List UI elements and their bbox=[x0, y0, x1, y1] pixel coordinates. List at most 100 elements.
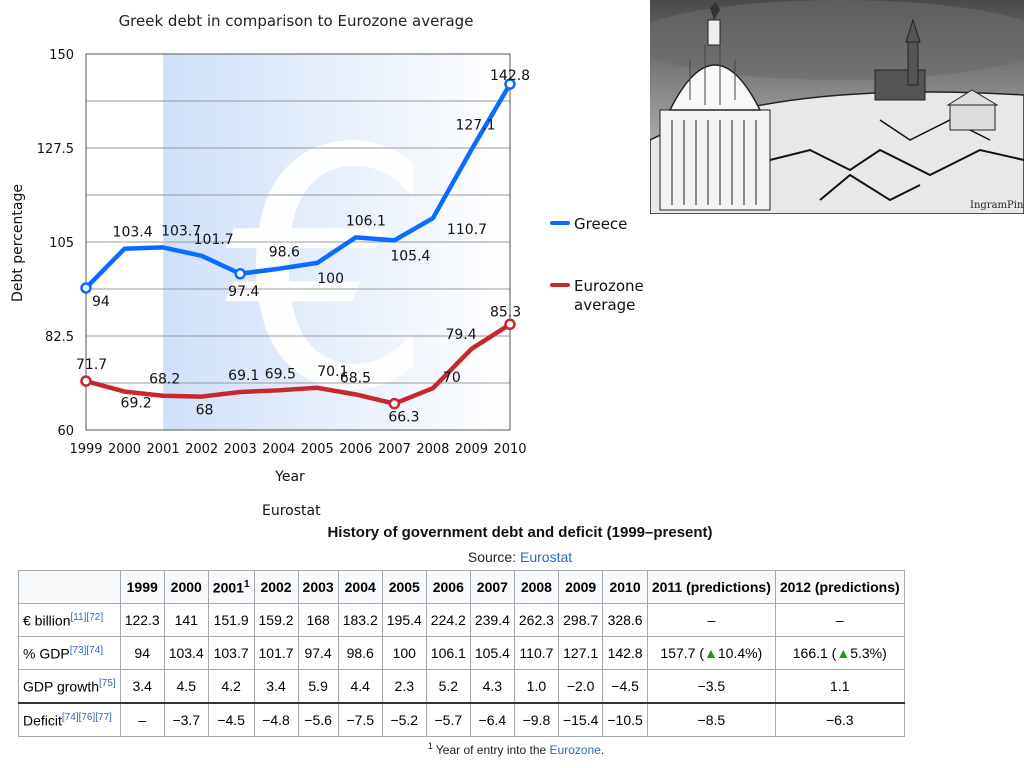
x-axis-label: Year bbox=[274, 469, 305, 485]
x-tick-label: 1999 bbox=[69, 442, 102, 457]
prediction-cell: −8.5 bbox=[646, 702, 776, 737]
data-label: 106.1 bbox=[346, 213, 386, 229]
prediction-cell: 1.1 bbox=[774, 669, 905, 704]
table-header-cell: 2011 (predictions) bbox=[646, 570, 776, 604]
data-label: 68 bbox=[196, 403, 214, 419]
eurozone-link[interactable]: Eurozone bbox=[549, 743, 601, 757]
table-cell: −3.7 bbox=[163, 702, 209, 737]
small-building-icon bbox=[946, 89, 999, 131]
prediction-cell: −6.3 bbox=[774, 702, 905, 737]
table-cell: 105.4 bbox=[469, 636, 515, 670]
data-label: 103.7 bbox=[161, 223, 201, 239]
legend-label: Eurozone bbox=[574, 277, 644, 295]
y-tick-label: 60 bbox=[57, 424, 74, 439]
table-header-cell: 1999 bbox=[119, 570, 165, 604]
x-tick-label: 2006 bbox=[339, 442, 372, 457]
y-tick-label: 127.5 bbox=[37, 142, 74, 157]
parliament-tower-icon bbox=[874, 18, 926, 101]
table-cell: 2.3 bbox=[381, 669, 427, 704]
eurostat-link[interactable]: Eurostat bbox=[520, 549, 573, 565]
x-tick-label: 2009 bbox=[455, 442, 488, 457]
data-label: 94 bbox=[92, 294, 110, 310]
prediction-cell: – bbox=[774, 603, 905, 637]
table-cell: 110.7 bbox=[513, 636, 559, 670]
table-cell: 4.5 bbox=[163, 669, 209, 704]
reference-link[interactable]: [75] bbox=[99, 677, 116, 689]
table-cell: −4.5 bbox=[207, 702, 255, 737]
table-header-cell: 2010 bbox=[602, 570, 648, 604]
table-header-cell: 2003 bbox=[297, 570, 339, 604]
table-cell: 98.6 bbox=[337, 636, 383, 670]
debt-deficit-table: 1999 2000 20011 2002 2003 2004 2005 2006 2007 200… bbox=[18, 570, 905, 737]
table-header-cell: 2007 bbox=[469, 570, 515, 604]
table-header-cell: 2000 bbox=[163, 570, 209, 604]
x-tick-label: 2003 bbox=[224, 442, 257, 457]
table-row: % GDP[73][74] 94 103.4 103.7 101.7 97.4 98.6 10… bbox=[18, 636, 905, 670]
legend-label: average bbox=[574, 296, 635, 314]
data-label: 69.2 bbox=[121, 396, 152, 412]
chart-source-note: Eurostat bbox=[262, 503, 321, 519]
x-tick-label: 2000 bbox=[108, 442, 141, 457]
y-tick-label: 82.5 bbox=[45, 330, 74, 345]
x-tick-label: 2010 bbox=[493, 442, 526, 457]
increase-arrow-icon: ▲ bbox=[836, 645, 851, 661]
table-cell: 5.2 bbox=[425, 669, 471, 704]
series-line-1 bbox=[83, 322, 513, 406]
table-cell: 262.3 bbox=[513, 603, 559, 637]
table-cell: −2.0 bbox=[557, 669, 604, 704]
table-header-cell: 2008 bbox=[513, 570, 559, 604]
data-label: 68.2 bbox=[149, 372, 180, 388]
data-label: 110.7 bbox=[447, 222, 487, 238]
data-label: 69.1 bbox=[228, 368, 259, 384]
table-cell: −15.4 bbox=[557, 702, 604, 737]
table-cell: 142.8 bbox=[602, 636, 648, 670]
data-label: 85.3 bbox=[490, 304, 521, 320]
reference-link[interactable]: [73][74] bbox=[69, 644, 104, 656]
table-cell: 101.7 bbox=[253, 636, 299, 670]
reference-link[interactable]: [74][76][77] bbox=[61, 711, 112, 723]
y-tick-label: 150 bbox=[49, 48, 74, 63]
data-label: 68.5 bbox=[340, 370, 371, 386]
capitol-building-icon bbox=[659, 2, 771, 211]
table-header-cell: 2004 bbox=[337, 570, 383, 604]
table-cell: −5.6 bbox=[297, 702, 339, 737]
table-cell: 151.9 bbox=[207, 603, 255, 637]
data-label: 97.4 bbox=[228, 284, 259, 300]
series-line-0 bbox=[83, 81, 513, 291]
table-cell: 141 bbox=[163, 603, 209, 637]
table-row: € billion[11][72] 122.3 141 151.9 159.2 168 18… bbox=[18, 603, 905, 637]
y-axis-label: Debt percentage bbox=[10, 184, 26, 302]
table-cell: 94 bbox=[119, 636, 165, 670]
table-header-cell: 2006 bbox=[425, 570, 471, 604]
data-label: 101.7 bbox=[194, 232, 234, 248]
data-label: 79.4 bbox=[445, 327, 476, 343]
table-cell: 3.4 bbox=[253, 669, 299, 704]
table-cell: −6.4 bbox=[469, 702, 515, 737]
table-cell: −4.5 bbox=[602, 669, 648, 704]
x-tick-label: 2005 bbox=[301, 442, 334, 457]
x-tick-label: 2007 bbox=[378, 442, 411, 457]
x-tick-label: 2001 bbox=[147, 442, 180, 457]
chart-title: Greek debt in comparison to Eurozone ave… bbox=[119, 12, 474, 30]
data-label: 142.8 bbox=[490, 68, 530, 84]
table-cell: 224.2 bbox=[425, 603, 471, 637]
table-header-cell: 2012 (predictions) bbox=[774, 570, 905, 604]
plot-frame bbox=[85, 53, 511, 431]
series-point bbox=[234, 268, 246, 280]
table-cell: −5.2 bbox=[381, 702, 427, 737]
table-cell: 239.4 bbox=[469, 603, 515, 637]
reference-link[interactable]: [11][72] bbox=[70, 611, 104, 623]
data-label: 70.1 bbox=[317, 364, 348, 380]
table-footnote: 1 Year of entry into the Eurozone. bbox=[427, 741, 605, 757]
table-cell: 127.1 bbox=[557, 636, 604, 670]
table-cell: −10.5 bbox=[602, 702, 648, 737]
row-label: % GDP[73][74] bbox=[18, 636, 121, 670]
data-label: 103.4 bbox=[113, 225, 153, 241]
prediction-cell: −3.5 bbox=[646, 669, 776, 704]
table-cell: 4.3 bbox=[469, 669, 515, 704]
x-tick-label: 2002 bbox=[185, 442, 218, 457]
series-point bbox=[388, 397, 401, 410]
table-source: Source: Eurostat bbox=[467, 549, 573, 565]
table-cell: 5.9 bbox=[297, 669, 339, 704]
y-tick-label: 105 bbox=[49, 236, 74, 251]
